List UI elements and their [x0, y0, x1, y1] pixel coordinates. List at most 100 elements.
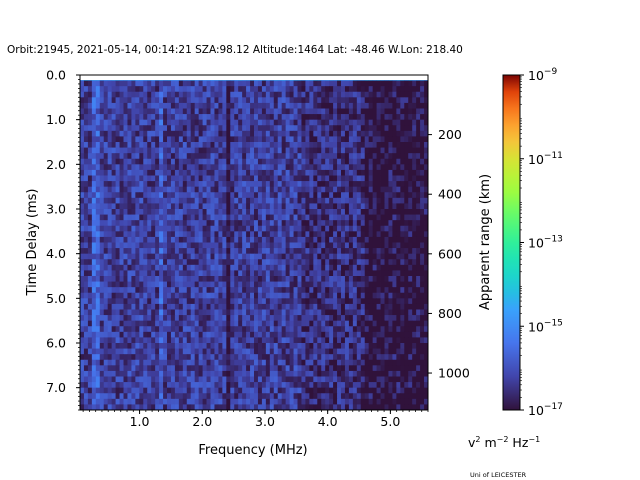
heatmap-cell [143, 331, 148, 338]
heatmap-cell [91, 203, 97, 210]
heatmap-cell [246, 331, 251, 338]
heatmap-cell [182, 192, 188, 199]
heatmap-cell [408, 365, 413, 372]
heatmap-cell [380, 315, 385, 322]
heatmap-cell [226, 276, 231, 282]
heatmap-cell [325, 264, 330, 271]
heatmap-cell [214, 220, 219, 227]
heatmap-cell [202, 387, 207, 394]
heatmap-cell [325, 281, 330, 288]
heatmap-cell [329, 253, 334, 260]
heatmap-cell [333, 370, 338, 377]
heatmap-cell [198, 119, 203, 126]
heatmap-cell [341, 259, 346, 266]
heatmap-cell [147, 130, 152, 137]
heatmap-cell [424, 320, 429, 327]
heatmap-cell [384, 281, 389, 288]
heatmap-cell [281, 130, 287, 137]
heatmap-cell [380, 231, 385, 238]
heatmap-cell [91, 164, 97, 171]
heatmap-cell [167, 225, 172, 232]
heatmap-cell [111, 125, 116, 132]
heatmap-cell [384, 320, 389, 327]
heatmap-cell [159, 86, 164, 93]
heatmap-cell [226, 186, 231, 193]
heatmap-cell [309, 209, 314, 215]
heatmap-cell [281, 114, 287, 121]
heatmap-cell [329, 225, 334, 232]
heatmap-cell [139, 147, 144, 154]
heatmap-cell [360, 214, 366, 221]
heatmap-cell [364, 326, 370, 333]
heatmap-cell [392, 370, 397, 377]
heatmap-cell [151, 203, 156, 210]
heatmap-cell [352, 354, 358, 361]
heatmap-cell [376, 225, 381, 232]
heatmap-cell [277, 376, 283, 383]
heatmap-cell [344, 236, 350, 243]
heatmap-cell [80, 382, 85, 389]
heatmap-cell [309, 186, 314, 193]
heatmap-cell [420, 136, 425, 143]
heatmap-cell [396, 248, 401, 255]
heatmap-cell [222, 231, 227, 238]
heatmap-cell [269, 114, 275, 121]
heatmap-cell [360, 225, 366, 232]
heatmap-cell [159, 298, 164, 305]
heatmap-cell [222, 164, 227, 171]
heatmap-cell [313, 125, 318, 132]
heatmap-cell [170, 197, 176, 204]
heatmap-cell [139, 281, 144, 288]
heatmap-cell [337, 242, 342, 249]
heatmap-cell [412, 343, 417, 349]
heatmap-cell [269, 102, 275, 109]
heatmap-cell [348, 236, 354, 243]
heatmap-cell [384, 225, 389, 232]
heatmap-cell [285, 220, 290, 227]
heatmap-cell [127, 365, 132, 372]
heatmap-cell [396, 158, 401, 165]
heatmap-cell [190, 376, 196, 383]
heatmap-cell [305, 348, 310, 355]
heatmap-cell [265, 169, 271, 176]
heatmap-cell [356, 114, 362, 121]
heatmap-cell [143, 192, 148, 199]
heatmap-cell [95, 197, 101, 204]
heatmap-cell [87, 253, 93, 260]
heatmap-cell [297, 86, 302, 93]
heatmap-cell [186, 91, 192, 98]
heatmap-cell [305, 354, 310, 361]
heatmap-cell [261, 181, 267, 188]
heatmap-cell [285, 225, 290, 232]
heatmap-cell [356, 382, 362, 389]
heatmap-cell [261, 231, 267, 238]
heatmap-cell [289, 130, 294, 137]
heatmap-cell [376, 242, 381, 249]
heatmap-cell [372, 153, 377, 160]
heatmap-cell [289, 309, 294, 316]
heatmap-cell [321, 225, 326, 232]
heatmap-cell [372, 130, 377, 137]
heatmap-cell [321, 331, 326, 338]
heatmap-cell [254, 164, 259, 171]
heatmap-cell [368, 220, 374, 227]
heatmap-cell [230, 91, 235, 98]
heatmap-cell [95, 354, 101, 361]
heatmap-cell [388, 343, 393, 349]
heatmap-cell [95, 142, 101, 148]
heatmap-cell [194, 220, 200, 227]
heatmap-cell [265, 203, 271, 210]
heatmap-cell [289, 292, 294, 299]
heatmap-cell [91, 108, 97, 115]
heatmap-cell [143, 298, 148, 305]
heatmap-cell [194, 253, 200, 260]
heatmap-cell [111, 231, 116, 238]
heatmap-cell [95, 331, 101, 338]
heatmap-cell [80, 354, 85, 361]
heatmap-cell [87, 91, 93, 98]
heatmap-cell [408, 320, 413, 327]
heatmap-cell [226, 303, 231, 310]
heatmap-cell [111, 119, 116, 126]
heatmap-cell [265, 125, 271, 132]
heatmap-cell [265, 248, 271, 255]
